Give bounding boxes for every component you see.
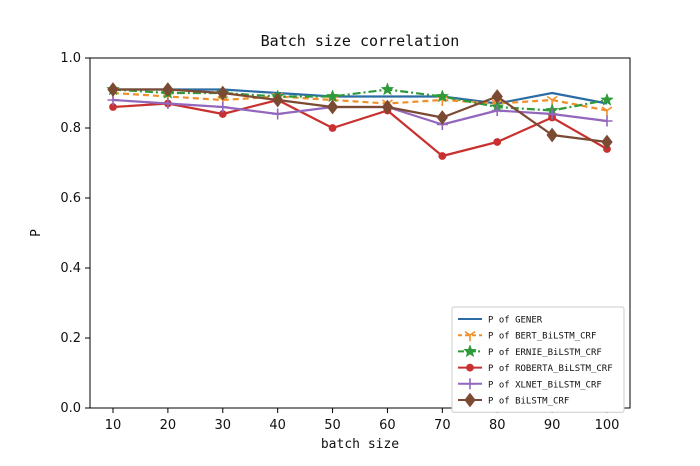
legend-label: P of BERT_BiLSTM_CRF xyxy=(488,332,596,342)
legend-item: P of XLNET_BiLSTM_CRF xyxy=(458,378,602,390)
x-tick-label: 50 xyxy=(324,418,341,433)
data-point xyxy=(381,99,394,115)
data-point xyxy=(107,82,119,97)
x-tick-label: 70 xyxy=(434,418,451,433)
y-tick-label: 0.2 xyxy=(60,331,81,346)
data-point xyxy=(162,82,174,97)
legend-label: P of ERNIE_BiLSTM_CRF xyxy=(488,348,602,358)
data-point xyxy=(491,105,503,116)
legend-item: P of BERT_BiLSTM_CRF xyxy=(458,331,596,342)
y-tick-label: 0.0 xyxy=(60,401,81,416)
data-point xyxy=(162,98,174,109)
legend-label: P of BiLSTM_CRF xyxy=(488,397,569,407)
x-tick-label: 30 xyxy=(215,418,232,433)
y-tick-label: 0.4 xyxy=(60,261,81,276)
y-tick-label: 0.6 xyxy=(60,191,81,206)
data-point xyxy=(601,106,613,117)
data-point xyxy=(380,82,395,96)
chart-title: Batch size correlation xyxy=(261,32,460,50)
data-point xyxy=(435,89,450,103)
data-point xyxy=(272,92,284,108)
legend-marker xyxy=(464,331,476,342)
legend-label: P of ROBERTA_BiLSTM_CRF xyxy=(488,364,613,374)
y-tick-label: 1.0 xyxy=(60,51,81,66)
legend-box xyxy=(451,306,625,413)
data-point xyxy=(325,89,340,103)
legend-label: P of XLNET_BiLSTM_CRF xyxy=(488,380,602,390)
legend-marker xyxy=(464,392,476,408)
legend-item: P of BiLSTM_CRF xyxy=(458,392,569,408)
data-point xyxy=(217,85,229,101)
x-tick-label: 20 xyxy=(160,418,177,433)
data-point xyxy=(328,124,337,132)
x-tick-label: 40 xyxy=(269,418,286,433)
data-point xyxy=(493,138,502,146)
series-line xyxy=(112,88,608,112)
series-line xyxy=(112,98,608,158)
data-point xyxy=(436,110,448,125)
data-point xyxy=(546,127,558,143)
legend-item: P of GENER xyxy=(458,316,543,326)
series-3 xyxy=(106,82,614,117)
series-line xyxy=(113,88,608,105)
x-tick-label: 10 xyxy=(105,418,122,433)
x-tick-label: 80 xyxy=(489,418,506,433)
data-point xyxy=(546,108,558,120)
y-tick-label: 0.8 xyxy=(60,121,81,136)
data-point xyxy=(326,99,339,115)
x-tick-label: 90 xyxy=(544,418,561,433)
series-6 xyxy=(107,82,613,150)
x-tick-label: 60 xyxy=(379,418,396,433)
legend-marker xyxy=(463,344,477,358)
legend-label: P of GENER xyxy=(488,316,543,326)
series-line xyxy=(112,91,608,112)
legend-marker xyxy=(464,378,476,390)
data-point xyxy=(601,115,613,127)
y-axis-label: P xyxy=(29,229,44,237)
plot-frame xyxy=(89,57,631,409)
legend-marker xyxy=(466,363,474,372)
series-line xyxy=(113,88,608,144)
x-axis-label: batch size xyxy=(321,437,399,452)
series-1 xyxy=(113,88,608,105)
legend-item: P of ROBERTA_BiLSTM_CRF xyxy=(458,363,613,374)
data-point xyxy=(601,134,613,150)
data-point xyxy=(272,108,284,120)
data-point xyxy=(600,92,614,106)
data-point xyxy=(491,89,503,104)
data-point xyxy=(217,101,229,113)
legend: P of GENER P of BERT_BiLSTM_CRF P of ERNIE… xyxy=(451,306,625,413)
data-point xyxy=(438,152,447,160)
x-tick-label: 100 xyxy=(595,418,620,433)
legend-item: P of ERNIE_BiLSTM_CRF xyxy=(458,344,602,358)
